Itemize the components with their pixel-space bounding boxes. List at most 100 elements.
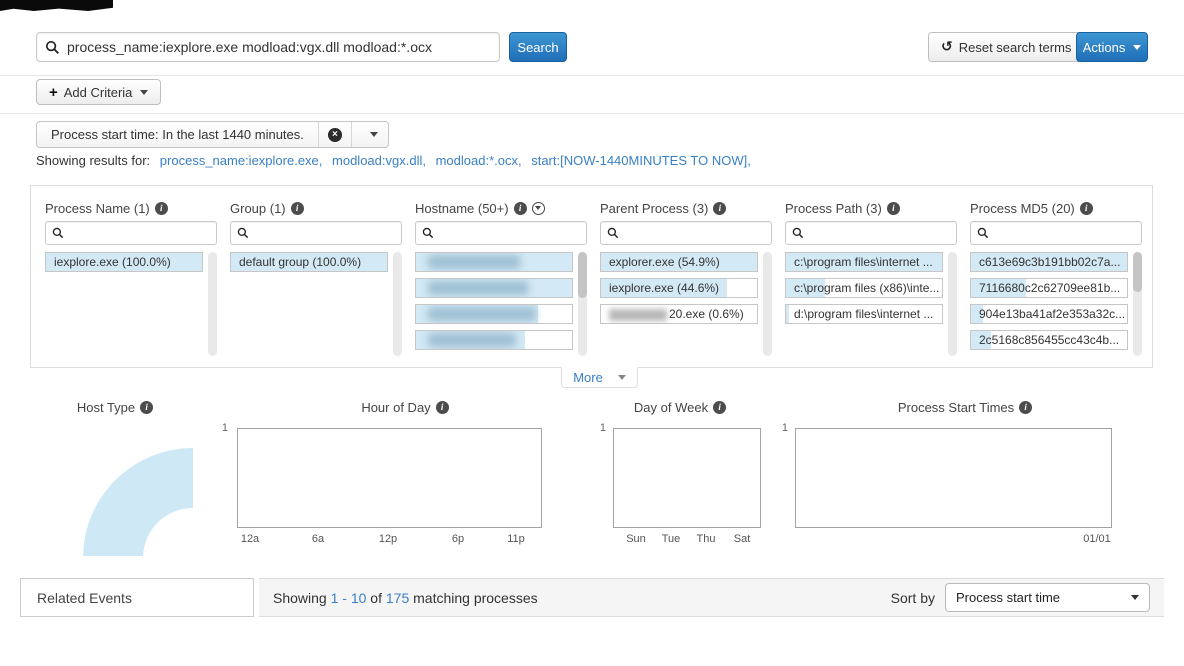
facet-search-input[interactable] [255,226,401,240]
facet-hostname: Hostname (50+) i [415,197,587,367]
sort-by-label: Sort by [890,589,935,606]
facet-panel: Process Name (1) i iexplore.exe (100.0%)… [30,185,1153,368]
facet-bar[interactable] [415,304,573,324]
info-icon[interactable]: i [713,401,727,414]
facet-search-input[interactable] [70,226,216,240]
facet-bar[interactable] [415,252,573,272]
redacted-text-blur [428,281,528,295]
facet-list: c613e69c3b191bb02c7a... 7116680c2c62709e… [970,252,1142,356]
scrollbar[interactable] [1133,252,1142,356]
facet-title: Process Name (1) i [45,197,217,219]
host-type-donut-chart[interactable] [78,428,198,556]
donut-slice[interactable] [83,448,193,556]
facet-search-input[interactable] [810,226,956,240]
search-icon [416,227,440,239]
facet-bar-fill [971,331,992,349]
facet-bar[interactable]: default group (100.0%) [230,252,388,272]
scrollbar[interactable] [763,252,772,356]
related-events-button[interactable]: Related Events [20,578,254,617]
info-icon[interactable]: i [713,201,727,215]
facet-bar-label: 904e13ba41af2e353a32c... [979,307,1126,321]
caret-down-icon [1133,44,1142,50]
facet-bar[interactable]: 20.exe (0.6%) [600,304,758,324]
scrollbar[interactable] [948,252,957,356]
facet-bar[interactable] [415,278,573,298]
search-term-link[interactable]: modload:*.ocx, [435,153,522,168]
facet-bar[interactable]: 904e13ba41af2e353a32c... [970,304,1128,324]
x-tick-label: Sat [733,533,751,545]
facet-bar[interactable]: 2c5168c856455cc43c4b... [970,330,1128,350]
divider [0,75,1184,76]
facet-search-input[interactable] [440,226,586,240]
sort-select[interactable]: Process start time [945,583,1150,612]
x-tick-label: 12p [378,533,398,545]
info-icon[interactable]: i [435,401,449,414]
hour-of-day-plot[interactable] [237,428,542,528]
actions-button[interactable]: Actions [1076,32,1148,62]
facet-bar[interactable]: 7116680c2c62709ee81b... [970,278,1128,298]
caret-down-icon [369,132,378,137]
facet-bar-fill [601,279,728,297]
facet-bar[interactable]: explorer.exe (54.9%) [600,252,758,272]
facet-bar-fill [231,253,387,271]
facet-title-text: Parent Process (3) [600,200,709,216]
info-icon[interactable]: i [886,201,900,215]
criteria-chip-dropdown[interactable] [350,122,388,147]
info-icon[interactable]: i [1079,201,1093,215]
facet-list: default group (100.0%) [230,252,402,356]
info-icon[interactable]: i [290,201,304,215]
facet-search-input[interactable] [995,226,1141,240]
search-term-link[interactable]: process_name:iexplore.exe, [159,153,323,168]
circle-arrow-down-icon[interactable] [531,201,545,215]
facet-bar-fill [786,253,942,271]
reset-search-button[interactable]: ↺ Reset search terms [928,32,1085,62]
search-input[interactable] [67,34,499,60]
process-start-times-plot[interactable] [795,428,1112,528]
search-icon [46,227,70,239]
redacted-text-blur [609,308,667,321]
info-icon[interactable]: i [513,201,527,215]
search-term-link[interactable]: start:[NOW-1440MINUTES TO NOW], [531,153,751,168]
plus-icon: + [49,83,58,101]
facet-bar[interactable]: iexplore.exe (44.6%) [600,278,758,298]
y-axis-max-label: 1 [781,422,788,434]
info-icon[interactable]: i [154,201,168,215]
scrollbar-thumb[interactable] [578,252,587,298]
x-tick-label: 6a [311,533,325,545]
hour-of-day-title: Hour of Day i [330,400,480,415]
add-criteria-button[interactable]: + Add Criteria [36,79,162,105]
process-start-times-title: Process Start Times i [880,400,1050,415]
facet-bar[interactable] [415,330,573,350]
search-icon [601,227,625,239]
facet-bar-label: 20.exe (0.6%) [601,307,744,321]
scrollbar[interactable] [208,252,217,356]
day-of-week-title: Day of Week i [605,400,755,415]
close-icon: × [327,127,342,142]
search-button[interactable]: Search [509,32,567,62]
facet-process-md5: Process MD5 (20) i c613e69c3b191bb02c7a.… [970,197,1142,367]
facet-search-box [415,221,587,245]
info-icon[interactable]: i [1019,401,1033,414]
related-events-label: Related Events [37,589,132,606]
scrollbar[interactable] [393,252,402,356]
y-axis-max-label: 1 [221,422,228,434]
scrollbar-thumb[interactable] [1133,252,1142,292]
facet-bar-label: 2c5168c856455cc43c4b... [979,333,1120,347]
remove-criteria-button[interactable]: × [317,122,351,147]
facet-list: iexplore.exe (100.0%) [45,252,217,356]
more-facets-button[interactable]: More [561,367,638,388]
scrollbar[interactable] [578,252,587,356]
facet-bar[interactable]: c613e69c3b191bb02c7a... [970,252,1128,272]
facet-bar-fill [601,253,757,271]
search-term-link[interactable]: modload:vgx.dll, [332,153,426,168]
showing-range: 1 - 10 [330,589,367,606]
facet-bar[interactable]: iexplore.exe (100.0%) [45,252,203,272]
sort-group: Sort by Process start time [891,583,1150,612]
info-icon[interactable]: i [140,401,154,414]
facet-bar-fill [971,305,984,323]
facet-bar[interactable]: d:\program files\internet ... [785,304,943,324]
facet-bar[interactable]: c:\program files (x86)\inte... [785,278,943,298]
day-of-week-plot[interactable] [613,428,761,528]
facet-search-input[interactable] [625,226,771,240]
facet-bar[interactable]: c:\program files\internet ... [785,252,943,272]
